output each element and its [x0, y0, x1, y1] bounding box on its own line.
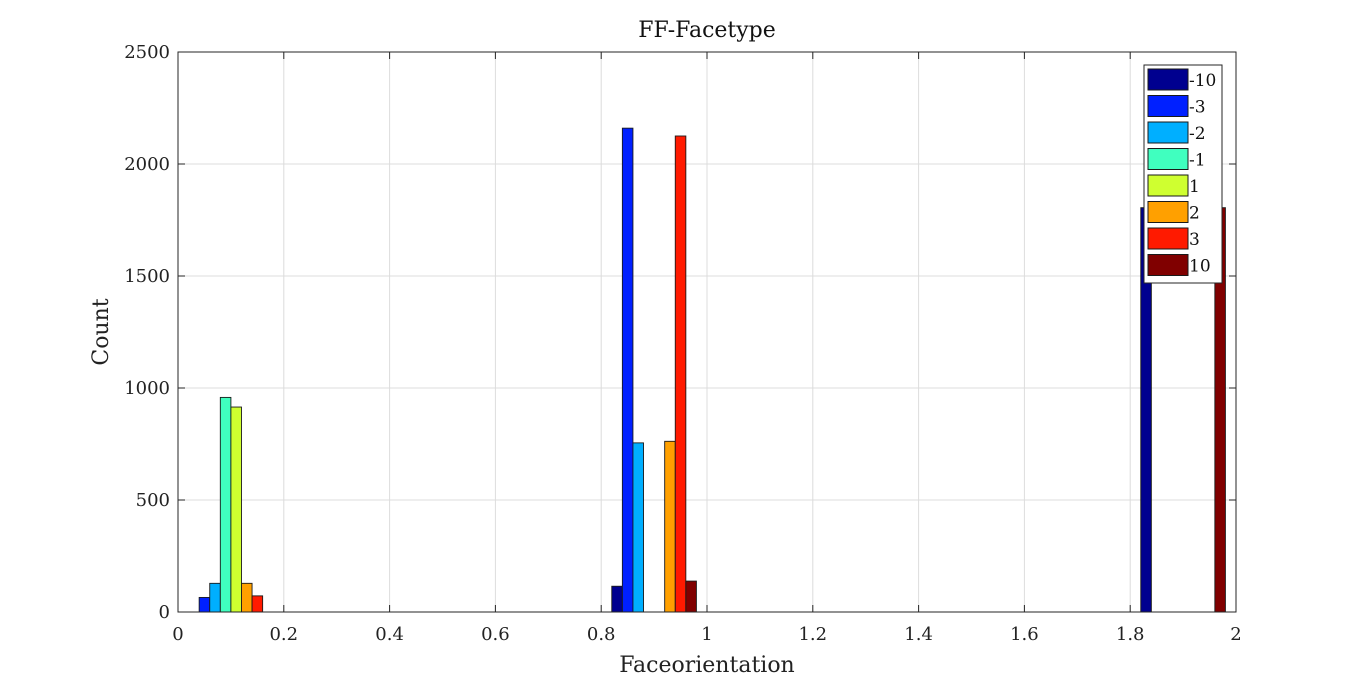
bar-3-bin-0 [251, 595, 264, 613]
legend: -10 -3 -2 -1 1 2 3 10 [1143, 64, 1223, 284]
legend-label--1: -1 [1189, 151, 1206, 171]
y-tick-label: 500 [136, 490, 170, 511]
chart-title: FF-Facetype [638, 18, 776, 43]
bar--1-bin-0 [219, 396, 232, 613]
legend-label--10: -10 [1189, 71, 1216, 91]
x-tick-label: 1.6 [1010, 624, 1039, 645]
y-tick-label: 1500 [124, 266, 170, 287]
legend-label-3: 3 [1189, 230, 1200, 250]
bar-3-bin-4 [674, 135, 687, 613]
legend-swatch--10 [1147, 68, 1189, 91]
x-tick-label: 0.4 [375, 624, 404, 645]
bar--10-bin-4 [611, 585, 623, 613]
x-tick-label: 1 [701, 624, 712, 645]
legend-swatch--2 [1147, 121, 1189, 144]
bar--2-bin-0 [209, 582, 221, 613]
legend-swatch-2 [1147, 201, 1189, 223]
x-tick-label: 0 [172, 624, 183, 645]
bar-10-bin-4 [685, 580, 697, 613]
legend-swatch-3 [1147, 227, 1189, 250]
y-tick-label: 2500 [124, 42, 170, 63]
grid-lines [177, 51, 1237, 613]
x-tick-label: 1.4 [904, 624, 933, 645]
bar-2-bin-4 [664, 440, 676, 613]
legend-swatch--1 [1147, 148, 1189, 170]
y-tick-label: 1000 [124, 378, 170, 399]
legend-swatch-1 [1147, 174, 1189, 197]
x-tick-label: 2 [1230, 624, 1241, 645]
x-tick-label: 1.8 [1116, 624, 1145, 645]
bar--3-bin-4 [621, 127, 634, 613]
legend-label-2: 2 [1189, 204, 1200, 224]
bar-1-bin-0 [230, 406, 242, 613]
y-tick-label: 2000 [124, 154, 170, 175]
axis-ticks: 0 0.2 0.4 0.6 0.8 1 1.2 1.4 1.6 1.8 2 0 500 1000 1500 2… [124, 42, 1242, 645]
legend-swatch--3 [1147, 95, 1189, 117]
legend-label-10: 10 [1189, 257, 1211, 277]
legend-swatch-10 [1147, 254, 1189, 276]
legend-label-1: 1 [1189, 177, 1200, 197]
legend-label--2: -2 [1189, 124, 1206, 144]
x-tick-label: 0.6 [481, 624, 510, 645]
x-tick-label: 1.2 [798, 624, 827, 645]
bar-2-bin-0 [241, 582, 253, 613]
legend-label--3: -3 [1189, 98, 1206, 118]
x-axis-label: Faceorientation [619, 653, 794, 678]
x-tick-label: 0.2 [269, 624, 298, 645]
y-axis-label: Count [89, 298, 114, 365]
bars-group [198, 127, 1226, 613]
bar--2-bin-4 [632, 442, 644, 613]
x-tick-label: 0.8 [587, 624, 616, 645]
bar--3-bin-0 [198, 596, 211, 613]
y-tick-label: 0 [159, 602, 170, 623]
